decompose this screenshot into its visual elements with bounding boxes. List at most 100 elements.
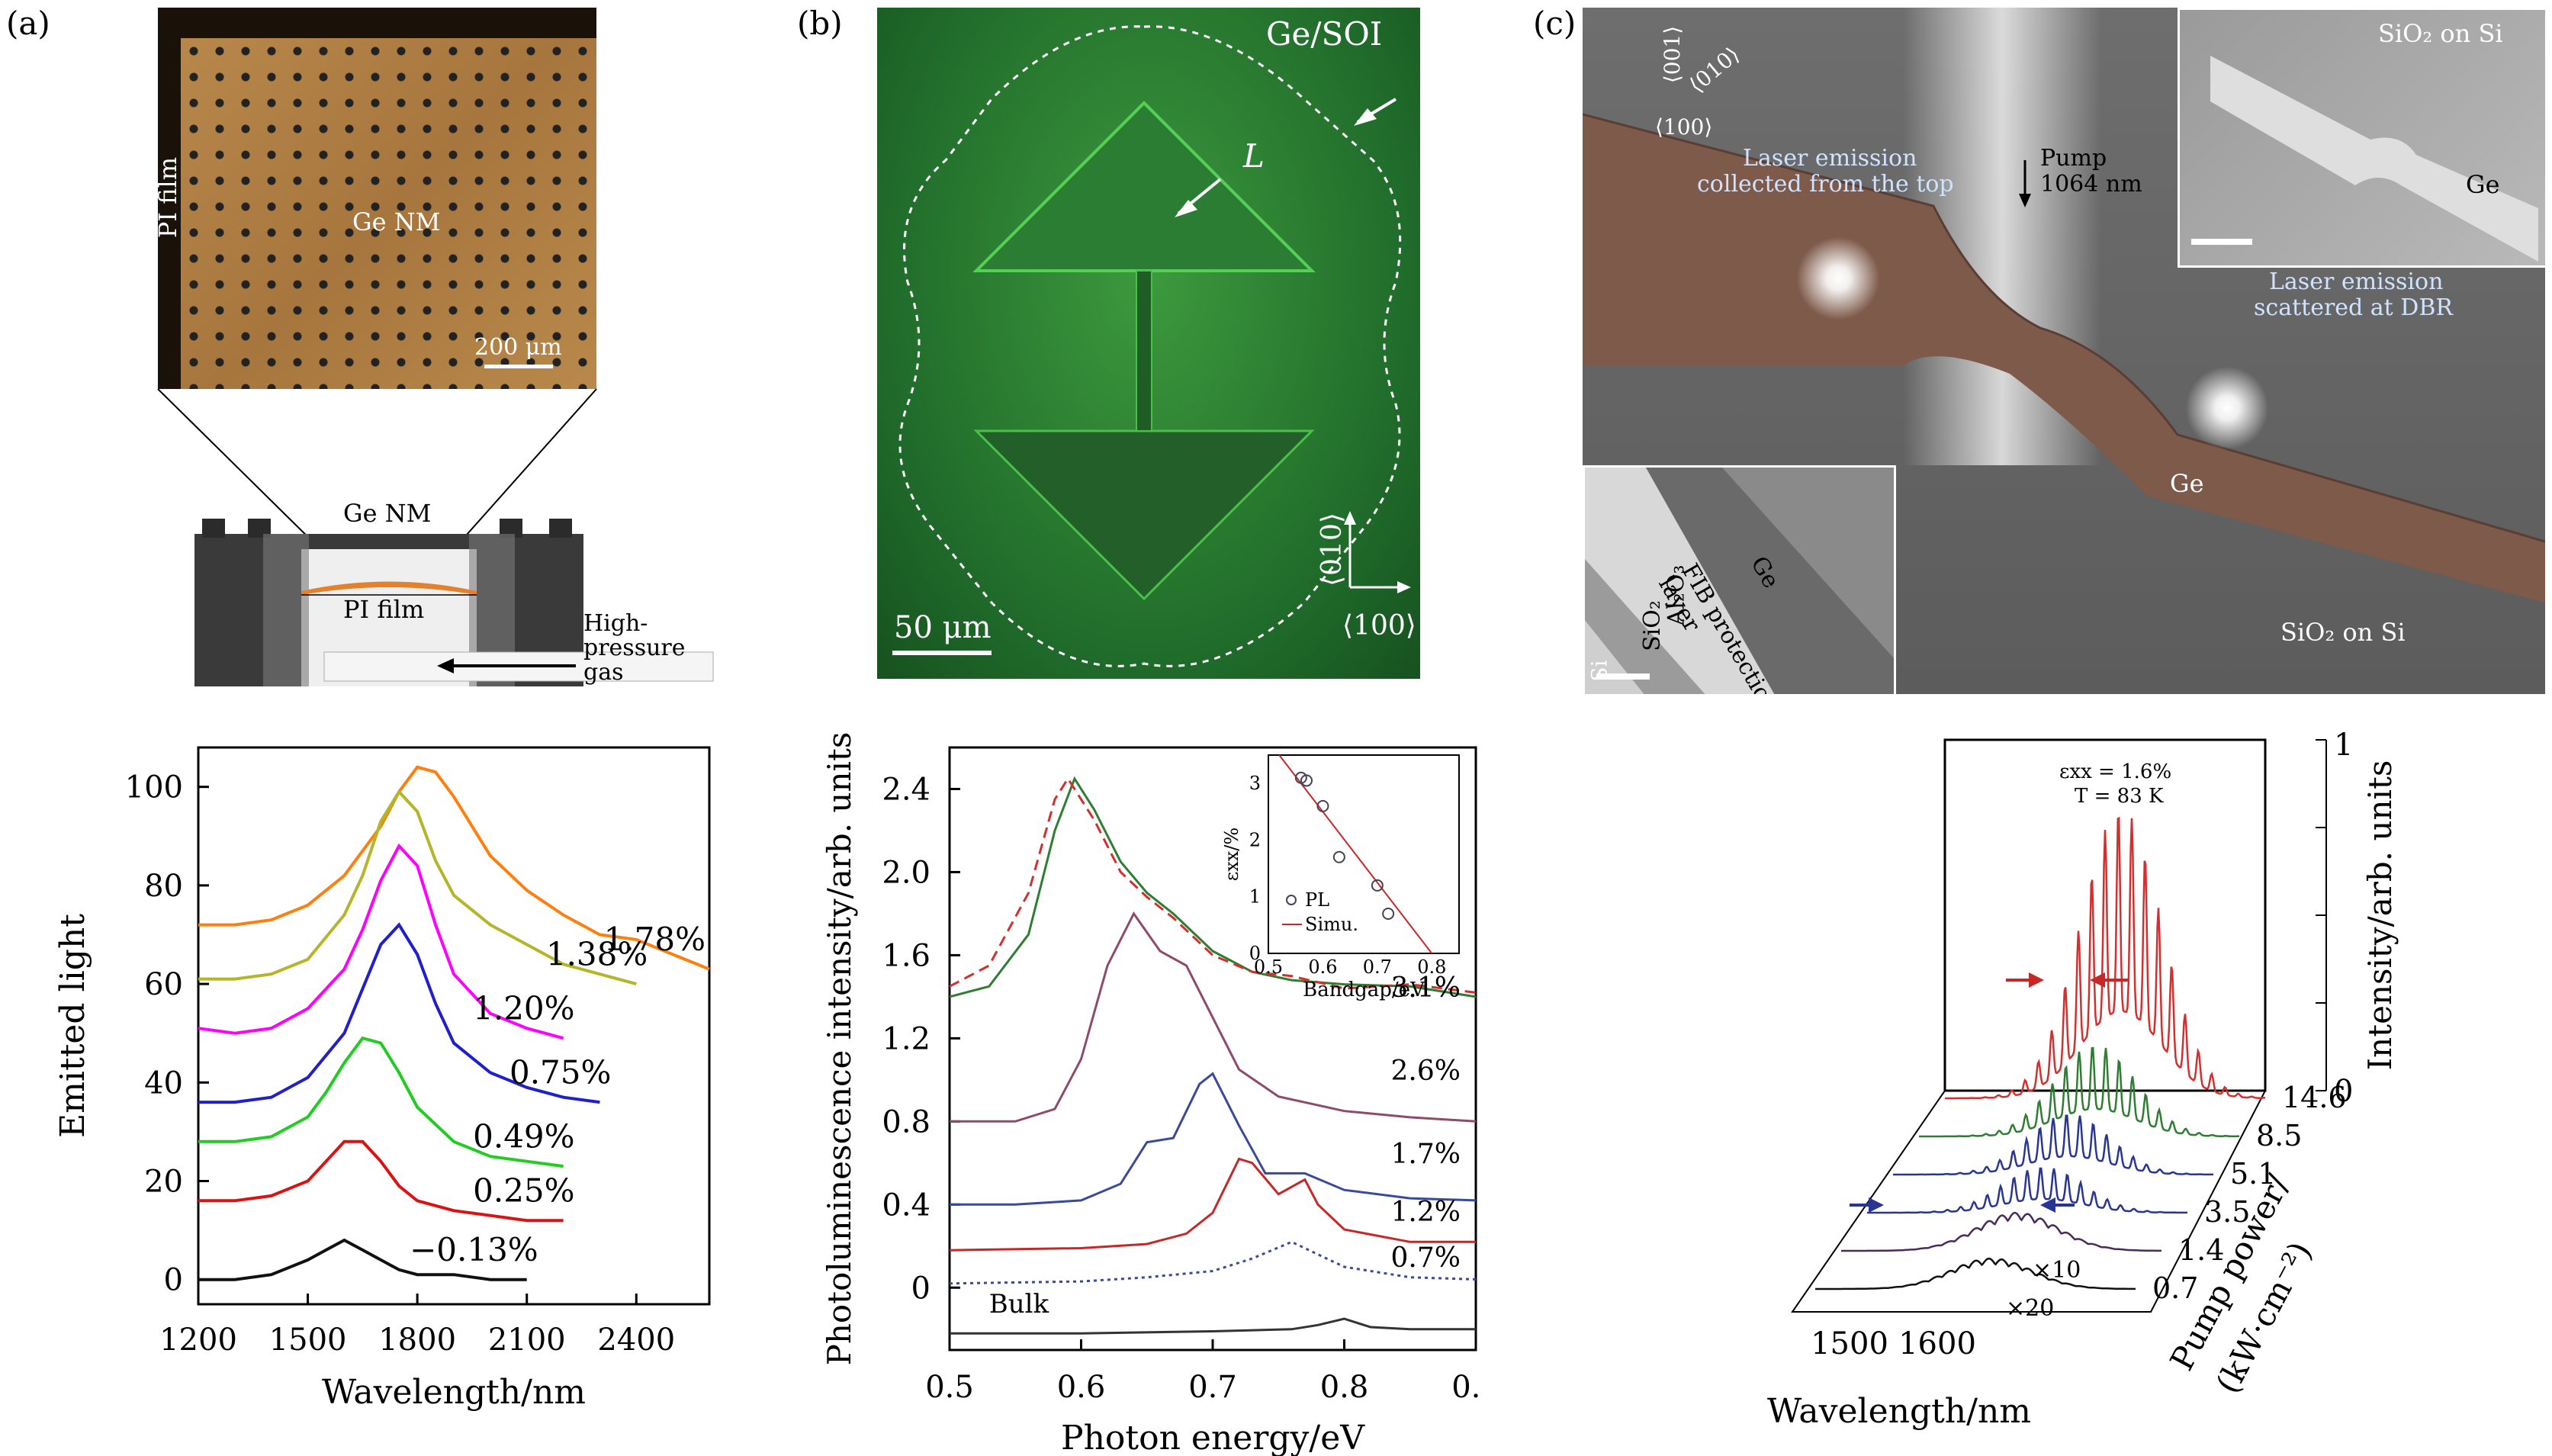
spectrum-1 (1919, 1046, 2239, 1138)
floor-frame (1791, 1090, 2267, 1313)
series-line-2 (198, 843, 564, 1040)
multiplier-10: ×10 (2033, 1257, 2081, 1284)
axis-100-label: ⟨100⟩ (1342, 610, 1416, 641)
x-tick-label: 1800 (378, 1323, 456, 1358)
spectrum-0 (1945, 816, 2265, 1100)
power-label-0: 14.6 (2282, 1081, 2347, 1114)
x-tick-label: 1200 (159, 1323, 237, 1358)
x-tick-label: 1500 (269, 1323, 347, 1358)
series-line-1 (198, 789, 637, 986)
inset-x-tick: 0.6 (1308, 956, 1337, 978)
series-line-4 (198, 1036, 564, 1168)
series-line-5 (949, 1240, 1477, 1285)
power-label-1: 8.5 (2256, 1119, 2302, 1152)
inset-sio2-label: SiO₂ on Si (2378, 19, 2503, 48)
power-label-2: 5.1 (2230, 1157, 2276, 1191)
pump-label-1: Pump (2040, 145, 2107, 172)
inset-y-tick: 3 (1249, 773, 1261, 794)
y-axis-label: Photoluminescence intensity/arb. units (821, 732, 858, 1366)
x-tick-label: 0.5 (925, 1370, 974, 1405)
x-axis-label: Photon energy/eV (1061, 1419, 1365, 1456)
inset-point (1371, 879, 1384, 892)
y-tick-label: 1.2 (882, 1021, 930, 1056)
annotation-temp: T = 83 K (2075, 785, 2164, 808)
y-tick-label: 40 (144, 1065, 183, 1101)
axis-010-label: ⟨010⟩ (1316, 513, 1348, 587)
x-axis-label: Wavelength/nm (322, 1373, 586, 1412)
emission-top-1: Laser emission (1743, 145, 1917, 172)
emission-top-2: collected from the top (1697, 171, 1954, 198)
fwhm-arrowhead-left (2029, 972, 2044, 988)
power-label-5: 0.7 (2152, 1271, 2198, 1305)
panel-label-a: (a) (6, 5, 50, 42)
series-line-3 (950, 1072, 1477, 1206)
y-tick-label: 0.4 (882, 1188, 930, 1223)
series-label-2: 1.20% (473, 989, 574, 1027)
series-label-2: 1.7% (1391, 1139, 1461, 1170)
series-line-0 (949, 776, 1477, 998)
x-tick-label: 2100 (488, 1323, 566, 1358)
gas-label-2: pressure (583, 635, 686, 661)
power-label-3: 3.5 (2204, 1195, 2250, 1229)
tem-si-label: Si (1586, 660, 1612, 682)
spectrum-4 (1841, 1211, 2161, 1252)
inset-legend-marker (1286, 895, 1297, 905)
power-label-4: 1.4 (2178, 1233, 2224, 1267)
intensity-axis-label: Intensity/arb. units (2361, 760, 2399, 1071)
series-line-6 (950, 1317, 1476, 1335)
intensity-tick-1: 1 (2334, 728, 2353, 763)
series-label-3: 0.75% (509, 1053, 611, 1091)
series-label-0: 1.78% (604, 921, 705, 958)
y-axis-label: Emitted light (53, 914, 92, 1138)
series-label-4: 0.49% (473, 1117, 574, 1155)
intensity-tick-0: 0 (2334, 1074, 2353, 1109)
inset-point (1332, 850, 1345, 863)
series-label-6: −0.13% (410, 1231, 538, 1268)
series-line-3 (198, 922, 600, 1104)
tem-sio2-label: SiO₂ (1638, 600, 1666, 651)
inset-frame (1268, 754, 1460, 954)
multiplier-20: ×20 (2006, 1295, 2054, 1322)
y-tick-label: 0 (911, 1271, 930, 1306)
x-tick-label: 0.8 (1320, 1370, 1369, 1405)
chart-a-emission: 1200 1500 1800 2100 2400 0 20 40 60 80 100 Waveleng… (53, 746, 711, 1412)
inset-legend-pl: PL (1305, 889, 1329, 911)
fwhm-arrowhead-right-2 (2040, 1197, 2055, 1213)
emission-dbr-2: scattered at DBR (2254, 294, 2453, 321)
inset-legend-simu: Simu. (1305, 914, 1358, 935)
series-line-0 (198, 765, 710, 971)
schematic-ge-nm: Ge NM (343, 499, 432, 528)
y-tick-label: 0.8 (882, 1104, 930, 1139)
y-tick-label: 1.6 (882, 938, 930, 973)
scale-bar-label-b: 50 μm (894, 610, 992, 645)
series-line-5 (198, 1139, 564, 1223)
series-label-5: 0.25% (473, 1172, 574, 1209)
axis-001: ⟨001⟩ (1660, 25, 1686, 84)
spectrum-3 (1867, 1167, 2187, 1214)
y-tick-label: 80 (144, 869, 183, 904)
chart-b-photoluminescence: 0.5 0.6 0.7 0.8 0.9 0 0.4 0.8 1.2 1.6 2.0 2.4 Photon… (821, 732, 1480, 1456)
series-label-1: 1.38% (546, 935, 648, 972)
inset-y-tick: 1 (1249, 886, 1261, 908)
inset-point (1316, 799, 1329, 812)
ge-nm-micrograph: PI film Ge NM 200 μm (158, 8, 596, 389)
zoom-lines (157, 388, 597, 550)
pump-label-2: 1064 nm (2040, 171, 2142, 198)
x-tick-label: 0.9 (1451, 1370, 1480, 1405)
sio2-label-c: SiO₂ on Si (2280, 618, 2406, 647)
pressure-chamber-schematic: Ge NM PI film High- pressure gas (194, 499, 728, 694)
scale-bar (484, 365, 553, 368)
series-label-3: 1.2% (1391, 1197, 1461, 1228)
laser-device-render: SiO₂ on Si Ge FIB protection layer Ge Al… (1583, 8, 2545, 694)
ge-soi-title: Ge/SOI (1266, 15, 1383, 53)
inset-y-tick: 2 (1249, 829, 1261, 850)
panel-label-c: (c) (1533, 5, 1577, 42)
y-tick-label: 2.0 (882, 855, 930, 890)
series-line-6 (198, 1238, 527, 1281)
x-tick-label: 0.6 (1057, 1370, 1106, 1405)
inset-x-label: Bandgap/eV (1303, 979, 1425, 1001)
ge-soi-micrograph: Ge/SOI L 50 μm ⟨010⟩ ⟨100⟩ (877, 8, 1420, 679)
panel-label-b: (b) (797, 5, 843, 42)
gas-label-1: High- (583, 610, 648, 637)
plot-frame (197, 746, 711, 1306)
